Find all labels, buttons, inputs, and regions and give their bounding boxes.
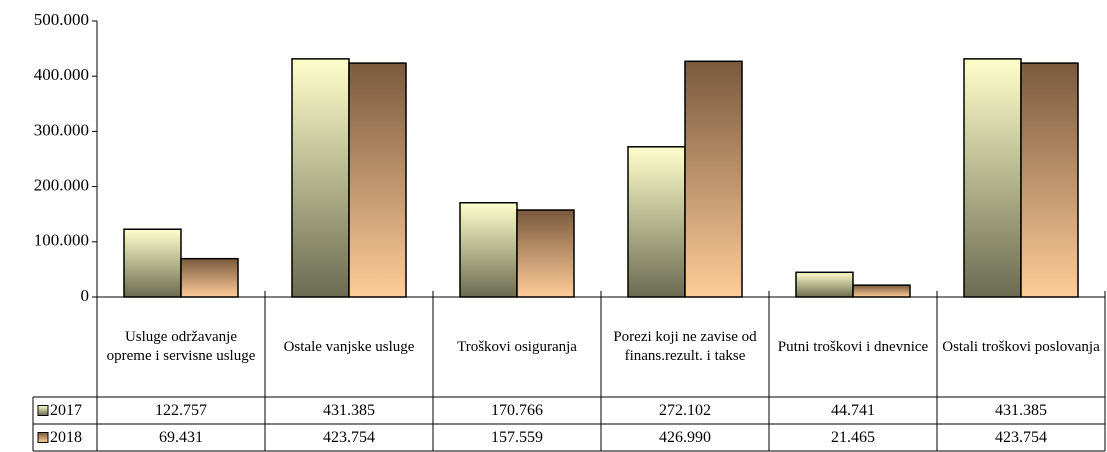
table-value: 69.431 <box>159 429 203 446</box>
category-label: Porezi koji ne zavise od finans.rezult. … <box>613 329 757 364</box>
table-value: 170.766 <box>491 402 543 419</box>
table-value: 423.754 <box>995 429 1047 446</box>
bar <box>1020 62 1079 298</box>
category-label: Ostali troškovi poslovanja <box>942 338 1100 355</box>
table-value: 21.465 <box>831 429 875 446</box>
legend-key <box>37 405 49 416</box>
legend-label: 2017 <box>50 402 82 419</box>
table-value: 122.757 <box>155 402 207 419</box>
bar <box>180 257 239 298</box>
table-value: 426.990 <box>659 429 711 446</box>
category-label: Usluge održavanje opreme i servisne uslu… <box>106 329 256 364</box>
bar <box>852 284 911 298</box>
y-tick-label: 400.000 <box>34 65 89 84</box>
bar <box>627 146 686 298</box>
table-value: 44.741 <box>831 402 875 419</box>
table-value: 431.385 <box>995 402 1047 419</box>
category-label: Putni troškovi i dnevnice <box>777 338 929 355</box>
category-label: Ostale vanjske usluge <box>283 338 415 355</box>
table-value: 423.754 <box>323 429 375 446</box>
bar <box>684 60 743 298</box>
legend-label: 2018 <box>50 429 82 446</box>
bar <box>123 228 182 298</box>
bar <box>795 271 854 298</box>
bar <box>516 209 575 298</box>
category-label: Troškovi osiguranja <box>457 338 577 355</box>
y-tick-label: 300.000 <box>34 120 89 139</box>
y-tick-label: 100.000 <box>34 231 89 250</box>
bar <box>963 58 1022 298</box>
table-value: 272.102 <box>659 402 711 419</box>
table-value: 431.385 <box>323 402 375 419</box>
bar <box>291 58 350 298</box>
bar <box>459 201 518 298</box>
bar <box>348 62 407 298</box>
y-tick-label: 500.000 <box>34 10 89 29</box>
y-tick-label: 200.000 <box>34 176 89 195</box>
y-tick-label: 0 <box>81 286 90 305</box>
table-value: 157.559 <box>491 429 543 446</box>
legend-key <box>37 432 49 443</box>
